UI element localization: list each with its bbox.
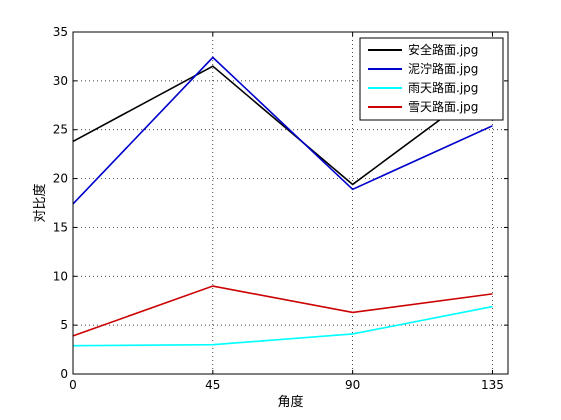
plot-frame	[72, 31, 509, 375]
x-axis-label: 角度	[277, 394, 303, 410]
y-tick-label: 10	[53, 269, 68, 283]
series-line	[72, 305, 493, 347]
legend-label: 雪天路面.jpg	[408, 99, 478, 114]
y-tick-label: 0	[60, 367, 68, 381]
y-tick-label: 30	[53, 74, 68, 88]
y-tick-label: 25	[53, 123, 68, 137]
x-tick-label: 90	[345, 378, 360, 392]
y-tick-label: 35	[53, 25, 68, 39]
y-axis-label: 对比度	[32, 183, 48, 222]
y-tick-label: 5	[60, 318, 68, 332]
legend: 安全路面.jpg 泥泞路面.jpg 雨天路面.jpg 雪天路面.jpg	[359, 37, 504, 121]
axis-ticks: 0 45 90 135 0 5 10 15 20 25 30 35	[53, 25, 508, 392]
series-lines	[72, 56, 493, 347]
y-tick-label: 15	[53, 220, 68, 234]
x-tick-label: 45	[205, 378, 220, 392]
legend-label: 安全路面.jpg	[408, 42, 478, 57]
x-tick-label: 0	[69, 378, 77, 392]
legend-label: 雨天路面.jpg	[408, 80, 478, 95]
legend-label: 泥泞路面.jpg	[408, 61, 478, 76]
grid	[73, 32, 508, 374]
y-tick-label: 20	[53, 172, 68, 186]
series-line	[72, 56, 493, 205]
series-line	[72, 285, 493, 337]
x-tick-label: 135	[481, 378, 504, 392]
series-line	[72, 65, 493, 186]
